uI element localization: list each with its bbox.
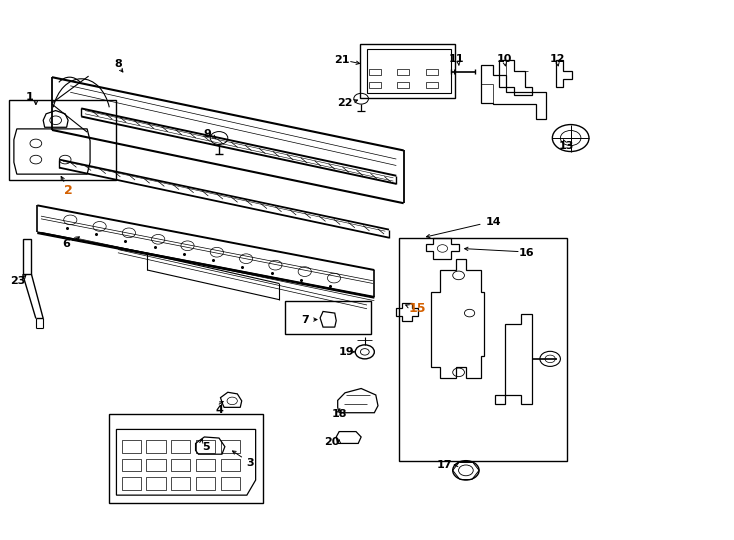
Text: 13: 13 (559, 141, 574, 151)
Bar (221, 440, 240, 453)
Text: 19: 19 (338, 347, 355, 357)
Bar (147, 477, 166, 490)
Bar (221, 477, 240, 490)
Text: 17: 17 (437, 460, 452, 470)
Bar (426, 82, 438, 89)
Text: 8: 8 (114, 59, 122, 69)
Bar (109, 414, 263, 503)
Text: 23: 23 (10, 276, 26, 286)
Bar (360, 44, 455, 98)
Text: 15: 15 (408, 302, 426, 315)
Bar (147, 458, 166, 471)
Text: 4: 4 (215, 405, 223, 415)
Bar (397, 69, 409, 75)
Bar (369, 82, 381, 89)
Bar (221, 458, 240, 471)
Bar (196, 458, 215, 471)
Text: 7: 7 (301, 315, 308, 325)
Bar (10, 100, 116, 179)
Text: 2: 2 (64, 184, 73, 197)
Bar (367, 49, 451, 93)
Bar (196, 477, 215, 490)
Text: 10: 10 (497, 54, 512, 64)
Text: 3: 3 (246, 458, 253, 468)
Text: 22: 22 (337, 98, 353, 108)
Text: 16: 16 (519, 248, 534, 258)
Bar (172, 458, 190, 471)
Bar (172, 440, 190, 453)
Text: 14: 14 (485, 217, 501, 226)
Bar (196, 440, 215, 453)
Bar (399, 238, 567, 461)
Bar (147, 440, 166, 453)
Text: 1: 1 (26, 92, 34, 102)
Bar (122, 440, 141, 453)
Text: 18: 18 (332, 409, 347, 420)
Bar (122, 477, 141, 490)
Text: 11: 11 (448, 54, 464, 64)
Bar (122, 458, 141, 471)
Text: 21: 21 (335, 55, 350, 65)
Text: 6: 6 (62, 239, 70, 249)
Bar (285, 301, 371, 334)
Bar (426, 69, 438, 75)
Text: 20: 20 (324, 437, 340, 447)
Bar (172, 477, 190, 490)
Bar (369, 69, 381, 75)
Text: 12: 12 (550, 54, 565, 64)
Bar (397, 82, 409, 89)
Text: 9: 9 (203, 129, 211, 139)
Text: 5: 5 (202, 442, 210, 451)
